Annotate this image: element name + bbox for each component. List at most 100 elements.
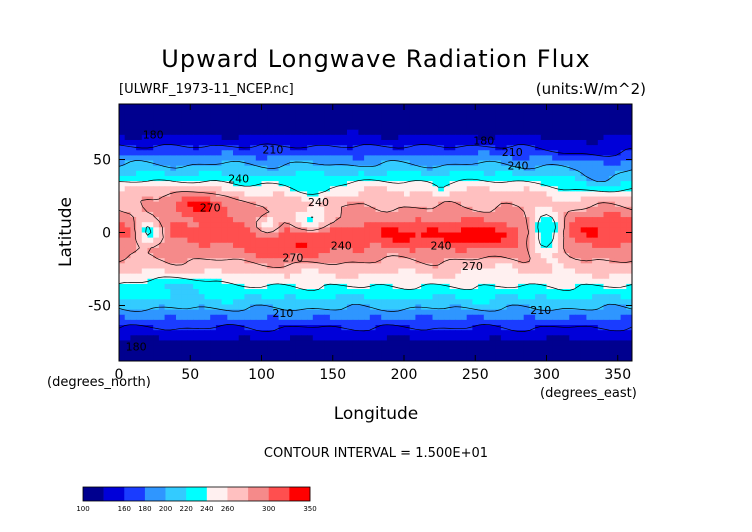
field-cell: [535, 124, 542, 131]
field-cell: [432, 325, 439, 331]
field-cell: [233, 330, 240, 336]
field-cell: [204, 175, 211, 182]
field-cell: [141, 355, 149, 361]
field-cell: [375, 273, 382, 280]
field-cell: [119, 242, 126, 249]
field-cell: [518, 211, 525, 218]
field-cell: [512, 330, 519, 336]
field-cell: [392, 191, 399, 198]
field-cell: [272, 129, 280, 136]
field-cell: [295, 165, 302, 172]
field-cell: [529, 309, 536, 316]
field-cell: [415, 170, 422, 177]
field-cell: [518, 258, 525, 264]
field-cell: [614, 217, 622, 223]
field-cell: [614, 181, 622, 187]
field-cell: [603, 247, 610, 254]
field-cell: [301, 155, 308, 162]
field-cell: [415, 181, 422, 187]
field-cell: [563, 222, 570, 228]
field-cell: [364, 227, 371, 234]
field-cell: [426, 155, 434, 162]
field-cell: [124, 217, 131, 223]
field-cell: [130, 232, 137, 239]
field-cell: [489, 186, 496, 192]
field-cell: [466, 350, 473, 357]
field-cell: [529, 247, 536, 254]
field-cell: [432, 304, 439, 311]
field-cell: [198, 222, 206, 228]
field-cell: [119, 340, 126, 347]
field-cell: [580, 170, 587, 177]
field-cell: [312, 165, 320, 172]
field-cell: [546, 314, 553, 321]
field-cell: [552, 247, 559, 254]
field-cell: [153, 330, 160, 336]
field-cell: [227, 319, 234, 326]
field-cell: [483, 258, 491, 264]
field-cell: [506, 109, 513, 115]
field-cell: [358, 165, 365, 172]
field-cell: [198, 273, 206, 280]
field-cell: [290, 314, 297, 321]
field-cell: [227, 124, 234, 131]
field-cell: [557, 314, 565, 321]
field-cell: [609, 222, 616, 228]
field-cell: [198, 211, 206, 218]
field-cell: [609, 253, 616, 259]
field-cell: [552, 304, 559, 311]
field-cell: [284, 191, 291, 198]
field-cell: [141, 109, 149, 115]
field-cell: [404, 170, 411, 177]
field-cell: [466, 165, 473, 172]
field-cell: [272, 206, 280, 213]
colorbar-swatch: [165, 487, 187, 501]
field-cell: [495, 129, 502, 136]
field-cell: [540, 350, 548, 357]
field-cell: [495, 355, 502, 361]
field-cell: [153, 175, 160, 182]
field-cell: [415, 345, 422, 352]
field-cell: [170, 119, 177, 126]
field-cell: [176, 119, 183, 126]
field-cell: [392, 150, 399, 156]
field-cell: [461, 165, 468, 172]
field-cell: [609, 129, 616, 136]
field-cell: [563, 191, 570, 198]
field-cell: [620, 170, 627, 177]
field-cell: [341, 258, 348, 264]
field-cell: [535, 181, 542, 187]
field-cell: [176, 355, 183, 361]
field-cell: [198, 335, 206, 342]
field-cell: [518, 340, 525, 347]
field-cell: [603, 211, 610, 218]
field-cell: [164, 206, 171, 213]
field-cell: [307, 299, 314, 306]
field-cell: [432, 129, 439, 136]
field-cell: [164, 247, 171, 254]
field-cell: [483, 345, 491, 352]
field-cell: [318, 314, 325, 321]
field-cell: [386, 217, 394, 223]
field-cell: [136, 206, 143, 213]
field-cell: [215, 335, 223, 342]
field-cell: [478, 170, 485, 177]
field-cell: [614, 299, 622, 306]
field-cell: [358, 139, 365, 146]
field-cell: [597, 170, 605, 177]
field-cell: [187, 170, 194, 177]
field-cell: [369, 201, 377, 208]
field-cell: [404, 263, 411, 270]
field-cell: [312, 175, 320, 182]
field-cell: [609, 134, 616, 141]
field-cell: [563, 263, 570, 270]
field-cell: [307, 206, 314, 213]
field-cell: [352, 335, 359, 342]
field-cell: [466, 309, 473, 316]
field-cell: [307, 268, 314, 275]
field-cell: [198, 299, 206, 306]
field-cell: [552, 232, 559, 239]
field-cell: [626, 273, 632, 280]
field-cell: [153, 150, 160, 156]
field-cell: [426, 278, 434, 285]
